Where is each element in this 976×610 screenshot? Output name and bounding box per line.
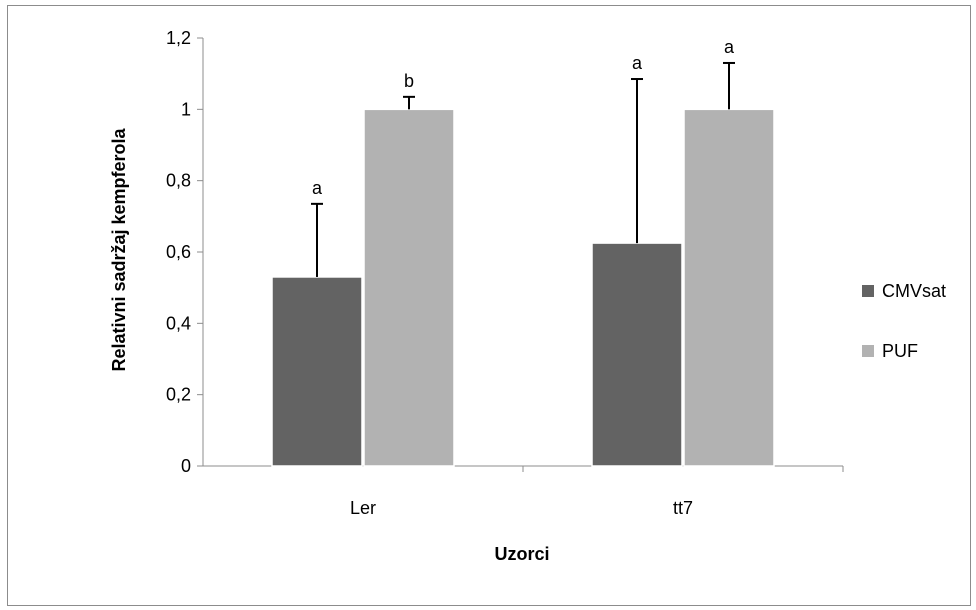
significance-label: a <box>632 53 643 73</box>
chart-border <box>7 5 971 606</box>
y-tick-label: 1,2 <box>166 28 191 48</box>
y-tick-label: 0 <box>181 456 191 476</box>
y-tick-label: 0,6 <box>166 242 191 262</box>
y-tick-label: 0,4 <box>166 313 191 333</box>
significance-label: a <box>724 37 735 57</box>
legend-swatch-puf <box>862 345 874 357</box>
legend-label: CMVsat <box>882 281 946 301</box>
bar-cmvsat-tt7 <box>591 242 683 467</box>
significance-label: a <box>312 178 323 198</box>
legend: CMVsat PUF <box>862 281 946 361</box>
bar-cmvsat-ler <box>271 276 363 467</box>
legend-swatch-cmvsat <box>862 285 874 297</box>
plot-area: 0 0,2 0,4 0,6 0,8 1 1,2 Ler a b tt7 a a <box>166 28 844 518</box>
y-tick-label: 0,8 <box>166 171 191 191</box>
legend-label: PUF <box>882 341 918 361</box>
y-tick-label: 1 <box>181 99 191 119</box>
x-tick-label: tt7 <box>673 498 693 518</box>
bar-puf-ler <box>363 108 455 467</box>
x-tick-label: Ler <box>350 498 376 518</box>
bar-puf-tt7 <box>683 108 775 467</box>
x-axis-label: Uzorci <box>494 544 549 564</box>
y-axis-label: Relativni sadržaj kempferola <box>109 127 129 371</box>
significance-label: b <box>404 71 414 91</box>
y-tick-label: 0,2 <box>166 385 191 405</box>
